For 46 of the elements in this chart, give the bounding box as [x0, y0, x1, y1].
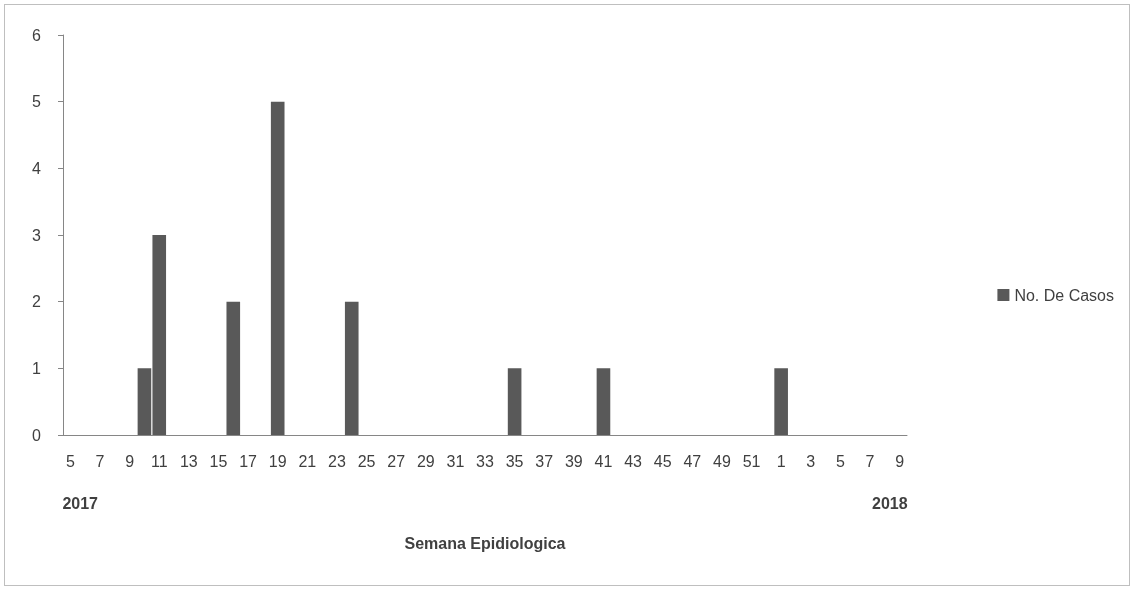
x-tick-label: 37 [535, 452, 554, 470]
x-tick-label: 7 [865, 452, 875, 470]
x-tick-label: 5 [65, 452, 75, 470]
text: 2018 [872, 494, 908, 512]
x-tick-label: 21 [298, 452, 317, 470]
x-tick-label: 5 [835, 452, 845, 470]
x-tick-label: 35 [505, 452, 524, 470]
x-tick-label: 7 [95, 452, 105, 470]
x-tick-label: 11 [150, 452, 168, 470]
x-tick-label: 25 [357, 452, 376, 470]
x-tick-label: 51 [742, 452, 761, 470]
x-tick-label: 19 [268, 452, 287, 470]
y-tick-label: 6 [32, 26, 42, 44]
x-axis-title: Semana Epidiologica [404, 534, 566, 552]
bar [344, 301, 359, 435]
bar [774, 368, 788, 435]
x-tick-label: 29 [416, 452, 435, 470]
text: 2017 [62, 494, 99, 512]
y-tick-label: 0 [32, 426, 42, 444]
x-tick-label: 33 [476, 452, 494, 470]
y-tick-label: 2 [32, 293, 42, 311]
bar [596, 368, 611, 435]
x-tick-label: 47 [683, 452, 702, 470]
bar [226, 301, 241, 435]
x-tick-label: 1 [776, 452, 786, 470]
x-tick-label: 49 [713, 452, 731, 470]
x-tick-label: 17 [239, 452, 258, 470]
y-tick-label: 4 [32, 159, 42, 177]
x-tick-label: 23 [328, 452, 346, 470]
y-tick-label: 3 [32, 226, 42, 244]
x-tick-label: 43 [624, 452, 643, 470]
x-tick-label: 41 [594, 452, 613, 470]
x-tick-label: 39 [564, 452, 583, 470]
x-tick-label: 45 [653, 452, 672, 470]
bar [270, 101, 285, 435]
y-tick-label: 5 [32, 93, 42, 111]
legend-label: No. De Casos [1014, 286, 1114, 304]
x-tick-label: 9 [125, 452, 135, 470]
bar [507, 368, 522, 435]
x-tick-label: 15 [209, 452, 228, 470]
x-tick-label: 9 [895, 452, 905, 470]
x-tick-label: 3 [806, 452, 816, 470]
x-tick-label: 13 [179, 452, 198, 470]
x-tick-label: 31 [446, 452, 465, 470]
y-tick-label: 1 [32, 359, 42, 377]
x-tick-label: 27 [387, 452, 406, 470]
